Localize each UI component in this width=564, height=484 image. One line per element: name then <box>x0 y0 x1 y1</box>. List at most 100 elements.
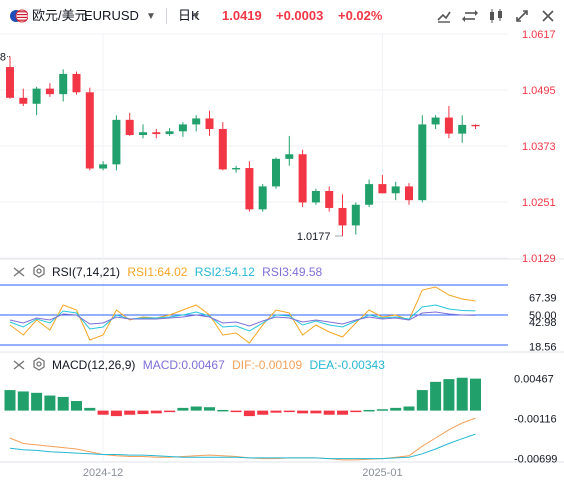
macd-histogram-bar <box>71 401 82 411</box>
macd-histogram-bar <box>4 390 16 411</box>
close-button[interactable] <box>537 6 559 26</box>
macd-histogram-bar <box>57 396 69 411</box>
candle-body <box>125 119 134 135</box>
macd-histogram-bar <box>283 410 295 413</box>
fullscreen-icon <box>516 10 528 22</box>
draw-button[interactable] <box>433 6 455 26</box>
macd-tick-label: -0.00699 <box>514 454 557 466</box>
macd-histogram-bar <box>124 410 136 415</box>
macd-histogram-bar <box>190 406 202 411</box>
candlestick-series: 1.0568 1.0177 <box>0 51 480 243</box>
macd-histogram-bar <box>403 406 415 411</box>
candle-body <box>325 190 334 208</box>
candle-body <box>205 118 214 130</box>
macd-histogram-bar <box>443 379 455 411</box>
candle-body <box>258 186 267 210</box>
candle-body <box>471 124 480 127</box>
eye-icon[interactable] <box>12 359 26 371</box>
macd-histogram-bar <box>84 407 96 411</box>
rsi-tick-label: 18.56 <box>529 341 557 353</box>
macd-title: MACD(12,26,9) <box>52 358 136 372</box>
header-divider <box>166 8 167 24</box>
rsi-line-rsi1 <box>9 286 476 344</box>
candle-body <box>365 184 374 205</box>
macd-histogram-bar <box>323 410 335 415</box>
price-tick-label: 1.0617 <box>522 29 556 41</box>
macd-histogram-bar <box>97 410 109 415</box>
interval-selector[interactable]: 日K <box>178 8 200 23</box>
candle-body <box>152 132 161 135</box>
candle-body <box>6 67 14 98</box>
macd-histogram-bar <box>31 392 43 411</box>
macd-tick-label: -0.00116 <box>514 414 557 426</box>
candle-body <box>178 124 187 132</box>
close-icon <box>542 10 554 22</box>
candle-body <box>72 73 81 93</box>
price-change-percent: +0.02% <box>338 8 383 23</box>
rsi-tick-label: 50.00 <box>529 310 557 322</box>
macd-histogram-bar <box>470 378 481 411</box>
time-tick-label: 2025-01 <box>362 467 402 479</box>
macd-histogram-bar <box>17 391 29 411</box>
candle-body <box>391 186 400 194</box>
macd-histogram-bar <box>204 407 215 411</box>
symbol-name[interactable]: 欧元/美元 <box>32 8 88 23</box>
macd-histogram-bar <box>217 409 229 412</box>
macd-histogram-bar <box>297 410 309 414</box>
candle-body <box>192 118 201 125</box>
price-axis: 1.0617 1.0495 1.0373 1.0251 1.0129 <box>522 29 556 265</box>
macd-histogram-bar <box>456 377 468 411</box>
macd-histogram-bar <box>376 409 388 411</box>
interval-dropdown-icon[interactable]: ▼ <box>191 11 201 22</box>
symbol-dropdown-icon[interactable]: ▼ <box>146 11 156 22</box>
fullscreen-button[interactable] <box>511 6 533 26</box>
macd-legend: MACD(12,26,9) MACD:0.00467 DIF:-0.00109 … <box>12 357 389 372</box>
macd-histogram-bar <box>137 410 149 415</box>
macd-histogram-bar <box>164 410 176 413</box>
candle-body <box>418 124 427 201</box>
candle-body <box>431 117 440 125</box>
price-tick-label: 1.0129 <box>522 253 556 265</box>
time-axis: 2024-12 2025-01 <box>83 467 403 479</box>
settings-icon[interactable] <box>32 264 46 278</box>
dea-value: DEA:-0.00343 <box>309 358 385 372</box>
symbol-code[interactable]: EURUSD <box>84 8 139 23</box>
macd-histogram-bar <box>337 410 348 415</box>
low-price-annotation: 1.0177 <box>297 231 331 243</box>
candle-body <box>232 168 241 170</box>
candle-body <box>405 186 413 201</box>
candle-body <box>444 117 453 134</box>
candle-body <box>311 190 320 203</box>
candle-body <box>338 207 347 226</box>
rsi3-value: RSI3:49.58 <box>262 265 323 279</box>
macd-histogram-bar <box>390 407 402 411</box>
candle-body <box>85 92 94 169</box>
macd-tick-label: 0.00467 <box>514 374 554 386</box>
rsi-tick-label: 67.39 <box>529 293 557 305</box>
candle-body <box>351 204 360 226</box>
eur-usd-flag-icon <box>10 9 28 23</box>
candle-body <box>378 184 387 194</box>
price-tick-label: 1.0251 <box>522 197 556 209</box>
rsi-tick-label: 42.98 <box>529 317 557 329</box>
dea-line <box>9 433 476 460</box>
candle-body <box>458 124 467 134</box>
indicators-button[interactable] <box>485 6 507 26</box>
rsi-title: RSI(7,14,21) <box>52 265 121 279</box>
symbol-header: 欧元/美元 EURUSD ▼ 日K ▼ 1.0419 +0.0003 +0.02… <box>0 0 564 32</box>
rsi-line-rsi2 <box>9 304 476 332</box>
draw-icon <box>437 11 451 23</box>
last-price: 1.0419 <box>222 8 262 23</box>
eye-icon[interactable] <box>12 266 26 278</box>
macd-histogram-bar <box>257 410 269 415</box>
compare-button[interactable] <box>459 6 481 26</box>
indicators-icon <box>490 9 502 23</box>
macd-histogram-bar <box>177 407 189 411</box>
macd-plot: 0.00467 -0.00116 -0.00699 <box>4 374 557 466</box>
macd-histogram-bar <box>350 410 362 413</box>
macd-value: MACD:0.00467 <box>142 358 225 372</box>
settings-icon[interactable] <box>32 357 46 371</box>
candle-body <box>99 164 108 169</box>
candle-body <box>298 154 307 203</box>
